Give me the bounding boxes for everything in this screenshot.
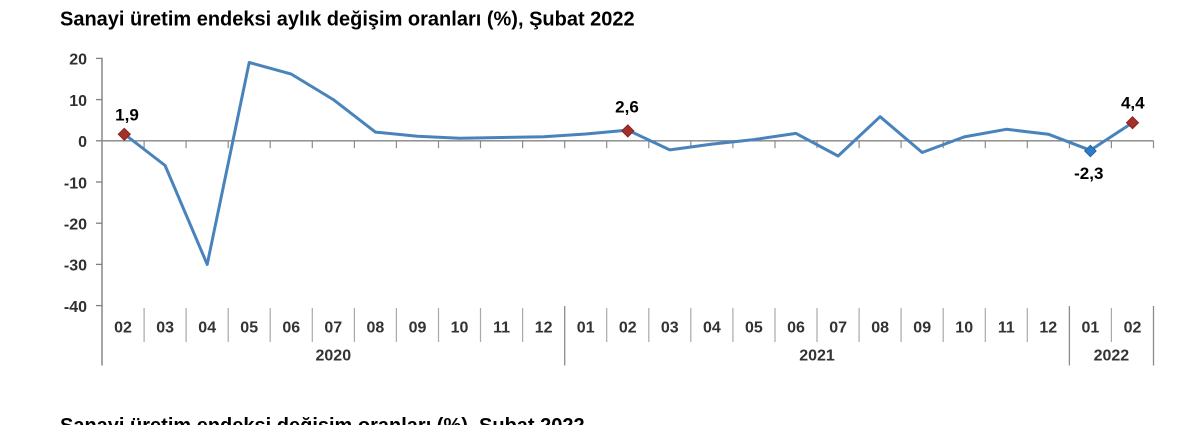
- svg-text:-2,3: -2,3: [1074, 164, 1103, 183]
- svg-text:02: 02: [619, 320, 637, 337]
- svg-text:01: 01: [1082, 320, 1100, 337]
- svg-text:04: 04: [703, 320, 721, 337]
- svg-text:2020: 2020: [316, 348, 352, 365]
- svg-text:09: 09: [409, 320, 427, 337]
- svg-text:Sanayi üretim endeksi aylık de: Sanayi üretim endeksi aylık değişim oran…: [60, 9, 635, 31]
- svg-text:10: 10: [955, 320, 973, 337]
- svg-text:20: 20: [69, 52, 87, 69]
- svg-text:05: 05: [240, 320, 258, 337]
- svg-text:10: 10: [451, 320, 469, 337]
- svg-text:12: 12: [1039, 320, 1057, 337]
- svg-text:03: 03: [156, 320, 174, 337]
- svg-text:11: 11: [998, 320, 1015, 337]
- svg-text:-20: -20: [64, 217, 87, 234]
- svg-text:-10: -10: [64, 175, 87, 192]
- svg-text:04: 04: [198, 320, 216, 337]
- svg-text:2,6: 2,6: [615, 97, 639, 116]
- svg-text:03: 03: [661, 320, 679, 337]
- svg-text:08: 08: [367, 320, 385, 337]
- svg-text:06: 06: [787, 320, 805, 337]
- svg-text:2021: 2021: [799, 348, 835, 365]
- svg-text:2022: 2022: [1094, 348, 1130, 365]
- svg-text:07: 07: [324, 320, 342, 337]
- svg-text:Sanayi üretim endeksi değişim: Sanayi üretim endeksi değişim oranları (…: [60, 415, 585, 425]
- svg-text:12: 12: [535, 320, 553, 337]
- svg-text:4,4: 4,4: [1121, 93, 1145, 112]
- svg-text:07: 07: [829, 320, 847, 337]
- svg-text:10: 10: [69, 93, 87, 110]
- svg-text:02: 02: [114, 320, 132, 337]
- svg-text:09: 09: [913, 320, 931, 337]
- svg-text:-30: -30: [64, 258, 87, 275]
- svg-text:08: 08: [871, 320, 889, 337]
- svg-text:01: 01: [577, 320, 595, 337]
- svg-text:1,9: 1,9: [115, 105, 139, 124]
- svg-text:-40: -40: [64, 299, 87, 316]
- svg-text:02: 02: [1124, 320, 1142, 337]
- svg-text:11: 11: [493, 320, 510, 337]
- svg-text:06: 06: [282, 320, 300, 337]
- svg-text:0: 0: [78, 134, 87, 151]
- svg-text:05: 05: [745, 320, 763, 337]
